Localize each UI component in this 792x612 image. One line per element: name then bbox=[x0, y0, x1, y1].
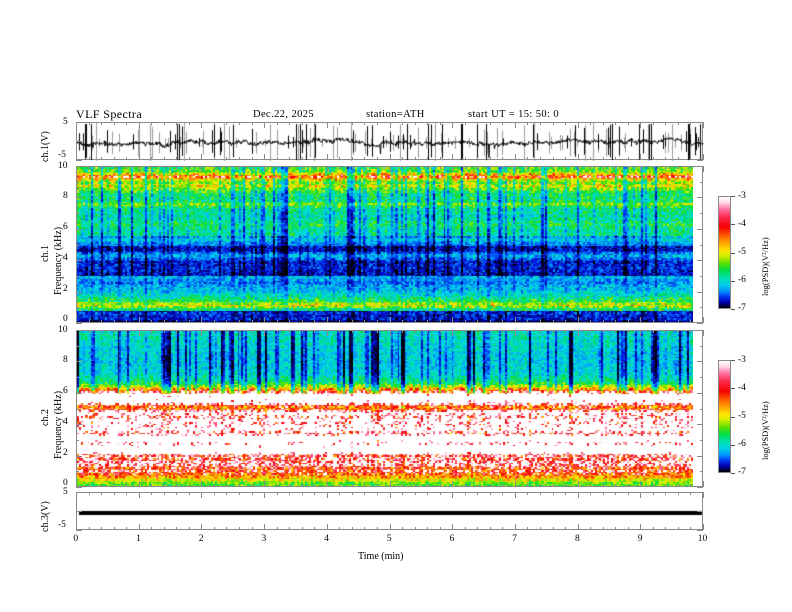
ch2-spectrogram-image bbox=[77, 331, 693, 486]
ch3-wave-tick-5: 5 bbox=[63, 487, 68, 497]
colorbar-ch1-label: log(PSD)(V²/Hz) bbox=[760, 237, 770, 296]
colorbar-ch2-tick-minus7: -7 bbox=[738, 467, 746, 477]
ch3-wave-tick-minus5: -5 bbox=[58, 520, 66, 530]
colorbar-ch1 bbox=[718, 196, 731, 309]
x-tick-label: 9 bbox=[637, 534, 643, 544]
ch1-wave-tick-5: 5 bbox=[63, 117, 68, 127]
ch2-spec-tick-10: 10 bbox=[58, 325, 68, 335]
ch2-spec-tick-6: 6 bbox=[63, 386, 68, 396]
ch1-spec-tick-0: 0 bbox=[63, 314, 68, 324]
header-start-ut: start UT = 15: 50: 0 bbox=[468, 109, 560, 120]
colorbar-ch2-tick-minus3: -3 bbox=[738, 355, 746, 365]
ch1-spec-channel-label: ch.1 bbox=[40, 245, 51, 262]
ch1-spec-tick-6: 6 bbox=[63, 222, 68, 232]
page-title: VLF Spectra bbox=[76, 107, 143, 121]
x-tick-label: 2 bbox=[198, 534, 204, 544]
ch1-spec-tick-8: 8 bbox=[63, 191, 68, 201]
header-station: station=ATH bbox=[366, 109, 425, 120]
x-tick-label: 8 bbox=[575, 534, 580, 544]
ch1-spec-tick-2: 2 bbox=[63, 284, 68, 294]
colorbar-ch1-tick-minus4: -4 bbox=[738, 219, 746, 229]
colorbar-ch1-tick-minus6: -6 bbox=[738, 275, 746, 285]
ch1-waveform-panel bbox=[76, 122, 704, 161]
ch3-waveform-trace bbox=[77, 493, 704, 531]
colorbar-ch2 bbox=[718, 360, 731, 473]
ch2-spec-tick-2: 2 bbox=[63, 448, 68, 458]
x-tick-label: 4 bbox=[324, 534, 329, 544]
x-tick-label: 1 bbox=[136, 534, 141, 544]
ch2-spec-tick-0: 0 bbox=[63, 478, 68, 488]
colorbar-ch1-tick-minus7: -7 bbox=[738, 303, 746, 313]
ch1-spec-tick-10: 10 bbox=[58, 161, 68, 171]
x-tick-label: 7 bbox=[512, 534, 518, 544]
colorbar-ch2-tick-minus4: -4 bbox=[738, 383, 746, 393]
ch2-spec-tick-4: 4 bbox=[63, 417, 68, 427]
x-tick-label: 3 bbox=[261, 534, 267, 544]
colorbar-ch2-tick-minus5: -5 bbox=[738, 411, 746, 421]
ch1-spectrogram-image bbox=[77, 167, 693, 322]
ch1-spectrogram-panel bbox=[76, 166, 703, 323]
x-tick-label: 5 bbox=[386, 534, 392, 544]
x-axis-label: Time (min) bbox=[358, 551, 404, 562]
colorbar-ch2-label: log(PSD)(V²/Hz) bbox=[760, 401, 770, 460]
header-date: Dec.22, 2025 bbox=[253, 109, 315, 120]
colorbar-ch1-tick-minus3: -3 bbox=[738, 191, 746, 201]
colorbar-ch2-tick-minus6: -6 bbox=[738, 439, 746, 449]
x-tick-label: 6 bbox=[449, 534, 455, 544]
ch1-spec-frequency-label: Frequency (kHz) bbox=[53, 226, 64, 295]
ch1-spec-tick-4: 4 bbox=[63, 253, 68, 263]
ch3-wave-axis-label: ch.3(V) bbox=[40, 501, 51, 532]
ch2-spec-frequency-label: Frequency (kHz) bbox=[53, 390, 64, 459]
ch2-spec-tick-8: 8 bbox=[63, 355, 68, 365]
ch2-spec-channel-label: ch.2 bbox=[40, 409, 51, 426]
x-tick-label: 0 bbox=[73, 534, 79, 544]
ch1-waveform-trace bbox=[77, 123, 704, 161]
ch1-wave-tick-minus5: -5 bbox=[58, 150, 66, 160]
x-tick-label: 10 bbox=[697, 534, 708, 544]
ch1-wave-axis-label: ch.1(V) bbox=[40, 131, 51, 162]
colorbar-ch1-tick-minus5: -5 bbox=[738, 247, 746, 257]
ch2-spectrogram-panel bbox=[76, 330, 703, 487]
